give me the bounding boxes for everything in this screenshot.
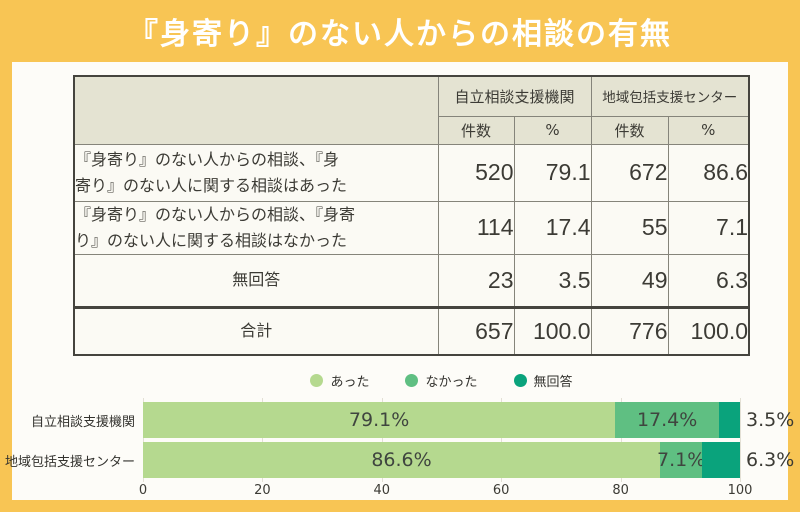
bar-outside-value: 3.5% bbox=[746, 409, 795, 431]
gridline bbox=[620, 398, 622, 482]
legend-item-nakatta: なかった bbox=[405, 371, 478, 390]
title-band: 『身寄り』のない人からの相談の有無 bbox=[0, 0, 800, 62]
cell-value: 672 bbox=[590, 143, 669, 202]
table-row: 『身寄り』のない人からの相談、『身寄 り』のない人に関する相談はなかった 114… bbox=[73, 200, 750, 255]
gridlines bbox=[143, 398, 741, 482]
table-row: 『身寄り』のない人からの相談、『身 寄り』のない人に関する相談はあった 520 … bbox=[73, 143, 750, 202]
bar-category-label: 自立相談支援機関 bbox=[30, 414, 135, 430]
bar-row-chiiki: 地域包括支援センター 86.6% 7.1% 6.3% bbox=[4, 442, 794, 478]
subheader-pct-1: % bbox=[513, 115, 592, 145]
subheader-pct-2: % bbox=[667, 115, 750, 145]
bar-row-jiritsu: 自立相談支援機関 79.1% 17.4% 3.5% bbox=[12, 402, 794, 438]
cell-value: 23 bbox=[437, 253, 515, 308]
legend-swatch-icon bbox=[310, 373, 324, 387]
bar-segment-nakatta: 17.4% bbox=[615, 402, 720, 438]
bar-segment-nakatta: 7.1% bbox=[657, 442, 705, 478]
cell-value: 100.0 bbox=[513, 305, 592, 356]
row-label: 合計 bbox=[73, 305, 439, 356]
cell-value: 776 bbox=[590, 305, 669, 356]
legend-label: 無回答 bbox=[533, 374, 573, 390]
x-axis-tick: 40 bbox=[373, 483, 391, 498]
cell-value: 3.5 bbox=[513, 253, 592, 308]
gridline bbox=[501, 398, 503, 482]
cell-value: 520 bbox=[437, 143, 515, 202]
x-axis-tick: 0 bbox=[138, 483, 148, 498]
bar-outside-value: 6.3% bbox=[746, 449, 795, 471]
cell-value: 100.0 bbox=[667, 305, 750, 356]
bar-track: 79.1% 17.4% bbox=[143, 402, 740, 438]
legend-item-atta: あった bbox=[310, 371, 369, 390]
x-axis-tick: 60 bbox=[492, 483, 510, 498]
bar-segment-atta: 79.1% bbox=[143, 402, 616, 438]
column-group-jiritsu: 自立相談支援機関 bbox=[437, 75, 592, 117]
legend-swatch-icon bbox=[405, 373, 419, 387]
column-group-chiiki: 地域包括支援センター bbox=[590, 75, 750, 117]
gridline bbox=[381, 398, 383, 482]
page-title: 『身寄り』のない人からの相談の有無 bbox=[128, 17, 672, 52]
cell-value: 55 bbox=[590, 200, 669, 255]
legend-swatch-icon bbox=[513, 373, 527, 387]
x-axis: 0 20 40 60 80 100 bbox=[139, 483, 753, 500]
cell-value: 17.4 bbox=[513, 200, 592, 255]
stats-table: 自立相談支援機関 地域包括支援センター 件数 % 件数 % 『身寄り』のない人か… bbox=[73, 75, 751, 356]
gridline bbox=[143, 398, 144, 482]
cell-value: 6.3 bbox=[667, 253, 750, 308]
x-axis-tick: 80 bbox=[612, 483, 629, 498]
bar-track: 86.6% 7.1% bbox=[143, 442, 740, 478]
table-row: 無回答 23 3.5 49 6.3 bbox=[73, 253, 750, 308]
cell-value: 114 bbox=[437, 200, 515, 255]
x-axis-tick: 100 bbox=[727, 483, 753, 498]
row-label: 『身寄り』のない人からの相談、『身 寄り』のない人に関する相談はあった bbox=[73, 143, 439, 202]
table-row-total: 合計 657 100.0 776 100.0 bbox=[73, 305, 750, 356]
cell-value: 79.1 bbox=[513, 143, 592, 202]
table-corner-cell bbox=[73, 75, 439, 145]
gridline bbox=[262, 398, 264, 482]
legend-label: なかった bbox=[425, 374, 478, 390]
row-label: 無回答 bbox=[73, 253, 439, 308]
x-axis-tick: 20 bbox=[254, 483, 271, 498]
legend-label: あった bbox=[330, 374, 370, 390]
bar-segment-atta: 86.6% bbox=[143, 442, 660, 478]
bar-segment-mukaito bbox=[719, 402, 740, 438]
cell-value: 86.6 bbox=[667, 143, 750, 202]
cell-value: 49 bbox=[590, 253, 669, 308]
bar-segment-mukaito bbox=[702, 442, 740, 478]
subheader-kensu-2: 件数 bbox=[590, 115, 669, 145]
bar-category-label: 地域包括支援センター bbox=[4, 454, 135, 470]
gridline bbox=[740, 398, 741, 482]
cell-value: 7.1 bbox=[667, 200, 750, 255]
subheader-kensu-1: 件数 bbox=[437, 115, 515, 145]
cell-value: 657 bbox=[437, 305, 515, 356]
legend-item-mukaito: 無回答 bbox=[513, 371, 573, 390]
chart-legend: あった なかった 無回答 bbox=[143, 370, 740, 390]
content-panel: 自立相談支援機関 地域包括支援センター 件数 % 件数 % 『身寄り』のない人か… bbox=[4, 62, 794, 500]
row-label: 『身寄り』のない人からの相談、『身寄 り』のない人に関する相談はなかった bbox=[73, 200, 439, 255]
